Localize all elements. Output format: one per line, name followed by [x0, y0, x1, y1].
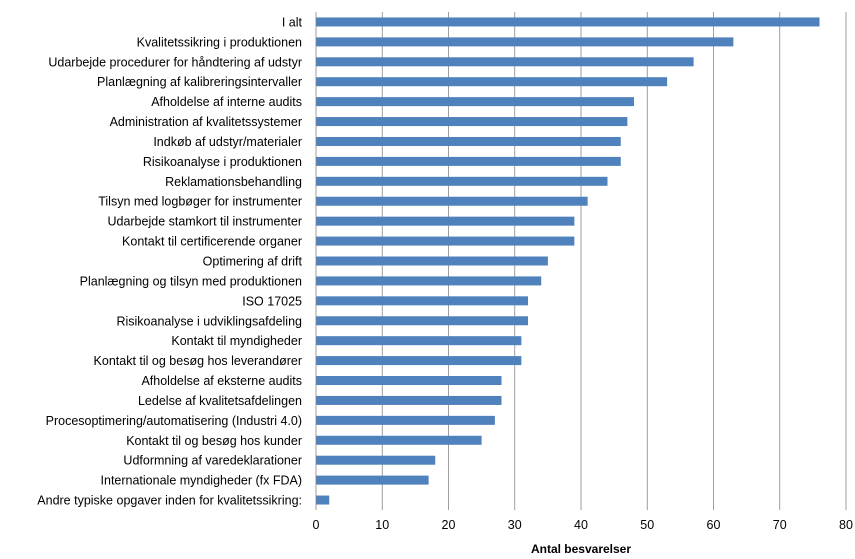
- bar: [316, 196, 588, 206]
- bar: [316, 117, 628, 127]
- category-label: Ledelse af kvalitetsafdelingen: [138, 394, 302, 408]
- category-label: Administration af kvalitetssystemer: [110, 115, 302, 129]
- category-label: ISO 17025: [242, 294, 302, 308]
- category-label: Kontakt til myndigheder: [171, 334, 302, 348]
- category-label: Kontakt til og besøg hos leverandører: [94, 354, 302, 368]
- category-label: Reklamationsbehandling: [165, 175, 302, 189]
- bar: [316, 495, 330, 505]
- x-tick-label: 80: [839, 518, 853, 532]
- bar: [316, 356, 522, 366]
- bar: [316, 216, 575, 226]
- category-label: Andre typiske opgaver inden for kvalitet…: [37, 494, 302, 508]
- category-label: Udarbejde stamkort til instrumenter: [107, 215, 302, 229]
- bar: [316, 156, 621, 166]
- category-label: Udarbejde procedurer for håndtering af u…: [48, 55, 302, 69]
- category-label: Kontakt til certificerende organer: [122, 235, 302, 249]
- x-tick-label: 20: [442, 518, 456, 532]
- x-tick-labels: 0 10 20 30 40 50 60 70 80: [313, 518, 853, 532]
- bar: [316, 455, 436, 465]
- x-tick-label: 40: [574, 518, 588, 532]
- category-label: Planlægning af kalibreringsintervaller: [97, 75, 302, 89]
- bar: [316, 395, 502, 405]
- bar: [316, 77, 668, 87]
- bar: [316, 475, 429, 485]
- bar: [316, 276, 542, 286]
- category-label: Optimering af drift: [203, 255, 303, 269]
- category-label: I alt: [282, 15, 303, 29]
- bar: [316, 336, 522, 346]
- bar: [316, 435, 482, 445]
- bar: [316, 136, 621, 146]
- x-tick-label: 60: [707, 518, 721, 532]
- bar: [316, 296, 528, 306]
- category-label: Afholdelse af interne audits: [151, 95, 302, 109]
- bar: [316, 57, 694, 67]
- category-label: Risikoanalyse i produktionen: [143, 155, 302, 169]
- bar: [316, 256, 548, 266]
- category-label: Afholdelse af eksterne audits: [141, 374, 302, 388]
- bar: [316, 176, 608, 186]
- bar: [316, 316, 528, 326]
- bar: [316, 376, 502, 386]
- category-label: Kvalitetssikring i produktionen: [137, 35, 302, 49]
- bar: [316, 236, 575, 246]
- category-label: Procesoptimering/automatisering (Industr…: [46, 414, 302, 428]
- category-labels: I alt Kvalitetssikring i produktionen Udar…: [37, 15, 302, 507]
- category-label: Internationale myndigheder (fx FDA): [101, 474, 302, 488]
- category-label: Tilsyn med logbøger for instrumenter: [98, 195, 302, 209]
- category-label: Udformning af varedeklarationer: [123, 454, 302, 468]
- x-tick-label: 0: [313, 518, 320, 532]
- x-axis-title: Antal besvarelser: [531, 542, 631, 556]
- category-label: Kontakt til og besøg hos kunder: [126, 434, 302, 448]
- bar: [316, 37, 734, 47]
- x-tick-label: 10: [375, 518, 389, 532]
- x-tick-label: 70: [773, 518, 787, 532]
- bar: [316, 97, 634, 107]
- category-label: Planlægning og tilsyn med produktionen: [80, 274, 302, 288]
- category-label: Indkøb af udstyr/materialer: [153, 135, 302, 149]
- bar: [316, 17, 820, 27]
- bar: [316, 415, 495, 425]
- x-tick-label: 30: [508, 518, 522, 532]
- x-tick-label: 50: [640, 518, 654, 532]
- category-label: Risikoanalyse i udviklingsafdeling: [116, 314, 302, 328]
- bars: [316, 17, 820, 505]
